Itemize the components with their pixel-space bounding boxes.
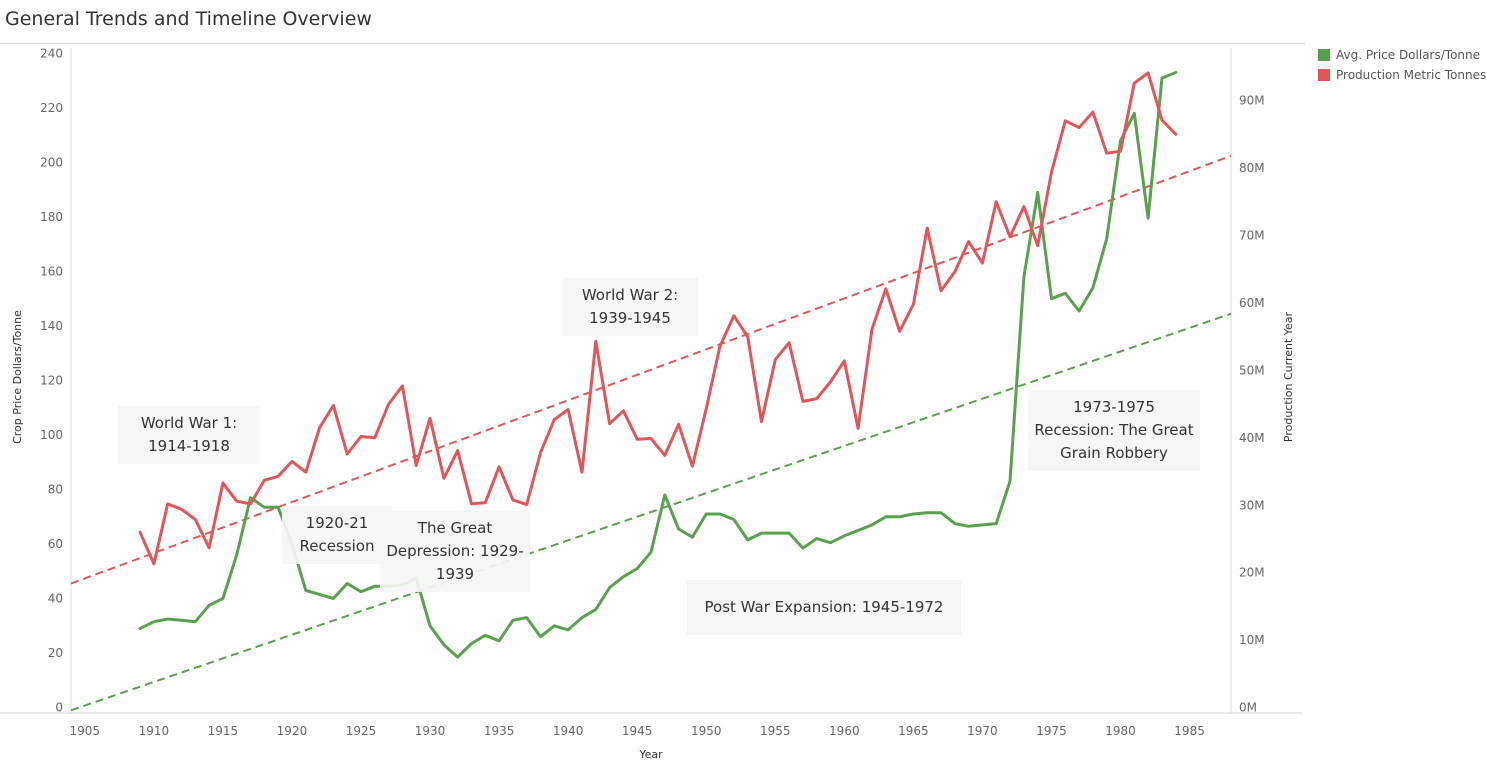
- x-tick-label: 1925: [346, 724, 377, 738]
- y-tick-label: 40: [48, 592, 63, 606]
- x-tick-label: 1945: [622, 724, 653, 738]
- y-tick-label: 80: [48, 483, 63, 497]
- annotation-post-war: Post War Expansion: 1945-1972: [687, 580, 961, 635]
- legend: Avg. Price Dollars/Tonne Production Metr…: [1318, 45, 1486, 85]
- legend-label-price: Avg. Price Dollars/Tonne: [1336, 48, 1480, 62]
- x-tick-label: 1970: [967, 724, 998, 738]
- trendline: [70, 312, 1232, 712]
- y2-tick-label: 0M: [1239, 701, 1257, 715]
- y-tick-label: 240: [40, 46, 63, 60]
- y2-tick-label: 10M: [1239, 633, 1265, 647]
- annotation-ww2: World War 2: 1939-1945: [562, 278, 698, 336]
- trendline: [70, 154, 1232, 585]
- y2-tick-label: 30M: [1239, 498, 1265, 512]
- x-tick-label: 1950: [691, 724, 722, 738]
- y2-tick-label: 90M: [1239, 94, 1265, 108]
- x-tick-label: 1955: [760, 724, 791, 738]
- y2-tick-label: 40M: [1239, 431, 1265, 445]
- x-tick-label: 1910: [139, 724, 170, 738]
- annotation-ww1: World War 1: 1914-1918: [118, 406, 260, 464]
- y-tick-label: 120: [40, 374, 63, 388]
- legend-swatch-price: [1318, 49, 1330, 61]
- x-tick-label: 1975: [1036, 724, 1067, 738]
- x-tick-label: 1985: [1174, 724, 1205, 738]
- y2-tick-label: 60M: [1239, 296, 1265, 310]
- y-tick-label: 140: [40, 319, 63, 333]
- x-tick-label: 1905: [70, 724, 101, 738]
- y2-tick-label: 20M: [1239, 566, 1265, 580]
- legend-swatch-production: [1318, 69, 1330, 81]
- y-tick-label: 20: [48, 646, 63, 660]
- y-tick-label: 0: [55, 701, 63, 715]
- series-lines: [138, 71, 1178, 659]
- x-tick-label: 1915: [208, 724, 239, 738]
- y2-axis-label: Production Current Year: [1282, 311, 1295, 442]
- chart-axes: 0 20 40 60 80 100 120 140 160 180 200 220 240 0M 10M 20…: [0, 46, 1303, 738]
- trendlines: [70, 154, 1232, 712]
- y-tick-label: 200: [40, 155, 63, 169]
- title-divider: [0, 43, 1305, 44]
- x-tick-label: 1980: [1105, 724, 1136, 738]
- y-tick-label: 60: [48, 537, 63, 551]
- x-tick-label: 1965: [898, 724, 929, 738]
- y2-tick-label: 50M: [1239, 363, 1265, 377]
- x-tick-label: 1920: [277, 724, 308, 738]
- annotation-1973-recession: 1973-1975 Recession: The Great Grain Rob…: [1028, 390, 1200, 471]
- x-tick-label: 1935: [484, 724, 515, 738]
- legend-item-production[interactable]: Production Metric Tonnes: [1318, 65, 1486, 85]
- y2-tick-label: 70M: [1239, 228, 1265, 242]
- y-tick-label: 180: [40, 210, 63, 224]
- page-title: General Trends and Timeline Overview: [5, 8, 372, 30]
- y-axis-label: Crop Price Dollars/Tonne: [11, 310, 24, 444]
- annotation-great-depression: The Great Depression: 1929-1939: [380, 511, 530, 592]
- x-tick-label: 1940: [553, 724, 584, 738]
- x-tick-label: 1930: [415, 724, 446, 738]
- x-axis-label: Year: [638, 748, 663, 761]
- series-line: [138, 71, 1178, 566]
- annotation-1920-recession: 1920-21 Recession: [282, 506, 392, 564]
- y2-tick-label: 80M: [1239, 161, 1265, 175]
- legend-item-price[interactable]: Avg. Price Dollars/Tonne: [1318, 45, 1486, 65]
- y-tick-label: 220: [40, 101, 63, 115]
- legend-label-production: Production Metric Tonnes: [1336, 68, 1487, 82]
- series-line: [138, 71, 1178, 659]
- x-tick-label: 1960: [829, 724, 860, 738]
- y-tick-label: 160: [40, 264, 63, 278]
- y-tick-label: 100: [40, 428, 63, 442]
